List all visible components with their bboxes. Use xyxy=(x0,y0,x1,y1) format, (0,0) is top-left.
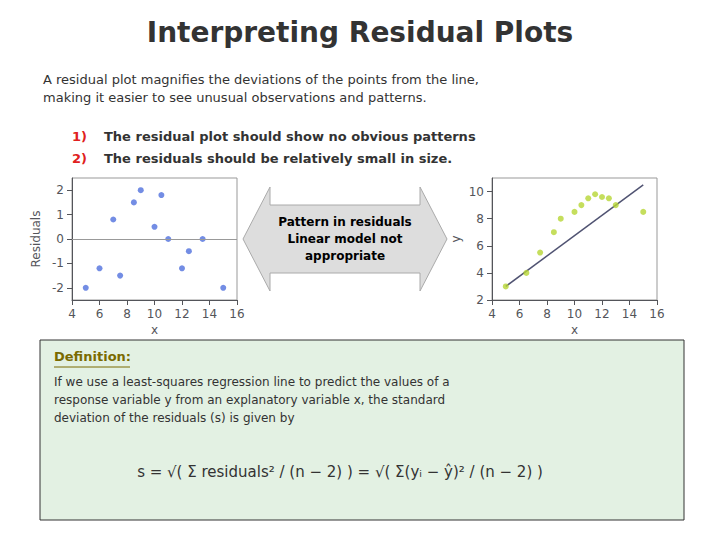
svg-text:-1: -1 xyxy=(52,256,64,270)
svg-text:8: 8 xyxy=(123,307,131,321)
svg-text:x: x xyxy=(151,323,158,337)
svg-text:0: 0 xyxy=(56,232,64,246)
svg-text:10: 10 xyxy=(147,307,162,321)
svg-text:deviation of the residuals (s): deviation of the residuals (s) is given … xyxy=(54,411,295,425)
svg-text:4: 4 xyxy=(68,307,76,321)
svg-text:If we use a least-squares regr: If we use a least-squares regression lin… xyxy=(54,375,450,389)
svg-text:8: 8 xyxy=(543,307,551,321)
svg-text:2): 2) xyxy=(72,151,87,166)
svg-text:6: 6 xyxy=(96,307,104,321)
svg-text:Linear model not: Linear model not xyxy=(288,232,403,246)
svg-text:y: y xyxy=(449,235,463,242)
svg-text:16: 16 xyxy=(229,307,244,321)
svg-text:response variable y from an ex: response variable y from an explanatory … xyxy=(54,393,445,407)
svg-text:2: 2 xyxy=(476,293,484,307)
svg-text:making it easier to see unusua: making it easier to see unusual observat… xyxy=(43,90,427,105)
svg-text:-2: -2 xyxy=(52,281,64,295)
svg-text:14: 14 xyxy=(622,307,637,321)
svg-text:Interpreting Residual Plots: Interpreting Residual Plots xyxy=(147,16,574,49)
svg-text:s = √( Σ residuals² / (n − 2): s = √( Σ residuals² / (n − 2) ) = √( Σ(y… xyxy=(137,463,543,481)
svg-text:1: 1 xyxy=(56,208,64,222)
svg-text:x: x xyxy=(571,323,578,337)
svg-text:Definition:: Definition: xyxy=(54,349,131,364)
svg-text:2: 2 xyxy=(56,183,64,197)
svg-text:Pattern in residuals: Pattern in residuals xyxy=(278,215,411,229)
svg-text:14: 14 xyxy=(202,307,217,321)
svg-text:A residual plot magnifies the: A residual plot magnifies the deviations… xyxy=(43,72,479,87)
svg-text:1): 1) xyxy=(72,129,87,144)
svg-text:4: 4 xyxy=(476,266,484,280)
svg-text:6: 6 xyxy=(516,307,524,321)
svg-text:10: 10 xyxy=(567,307,582,321)
svg-text:The residuals should be relati: The residuals should be relatively small… xyxy=(104,151,452,166)
svg-text:Residuals: Residuals xyxy=(29,211,43,268)
svg-text:16: 16 xyxy=(649,307,664,321)
svg-text:12: 12 xyxy=(594,307,609,321)
svg-text:6: 6 xyxy=(476,239,484,253)
svg-text:10: 10 xyxy=(469,185,484,199)
svg-text:12: 12 xyxy=(174,307,189,321)
svg-text:4: 4 xyxy=(488,307,496,321)
svg-text:appropriate: appropriate xyxy=(305,249,385,263)
svg-text:The residual plot should show: The residual plot should show no obvious… xyxy=(104,129,476,144)
svg-text:8: 8 xyxy=(476,212,484,226)
